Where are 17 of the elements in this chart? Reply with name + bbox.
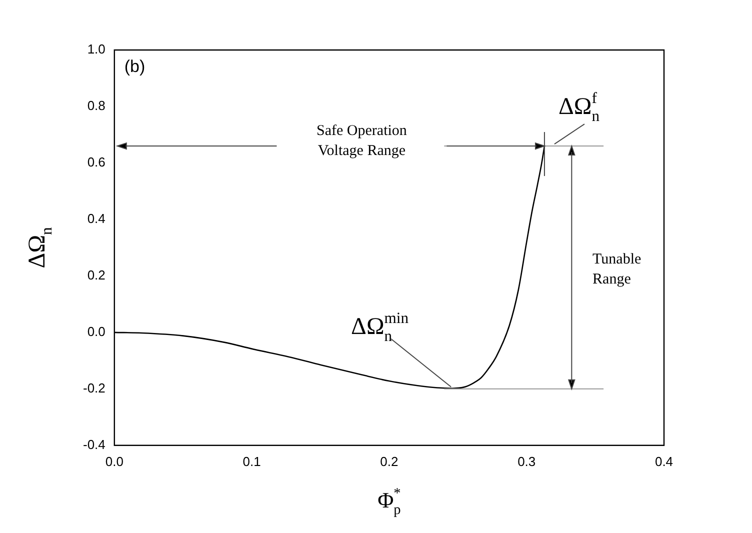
annotation: Tunable Range <box>592 252 642 288</box>
y-tick-label: 0.8 <box>87 98 106 114</box>
y-axis-title: ΔΩn <box>24 226 56 268</box>
y-tick-label: -0.2 <box>82 380 106 396</box>
y-tick-label: 0.0 <box>87 324 106 340</box>
y-tick-label: 0.4 <box>87 211 106 226</box>
y-tick-label: -0.4 <box>82 436 106 452</box>
y-tick-label: 0.2 <box>87 268 106 283</box>
x-tick-label: 0.0 <box>105 454 124 469</box>
annotation: (b) <box>124 57 146 76</box>
x-tick-label: 0.1 <box>242 454 261 469</box>
x-tick-label: 0.4 <box>654 454 674 469</box>
y-tick-label: 0.6 <box>87 154 106 170</box>
x-tick-label: 0.3 <box>518 454 536 469</box>
annotation: Safe Operation Voltage Range <box>316 123 408 160</box>
x-tick-label: 0.2 <box>380 454 398 469</box>
y-tick-label: 1.0 <box>87 42 106 57</box>
